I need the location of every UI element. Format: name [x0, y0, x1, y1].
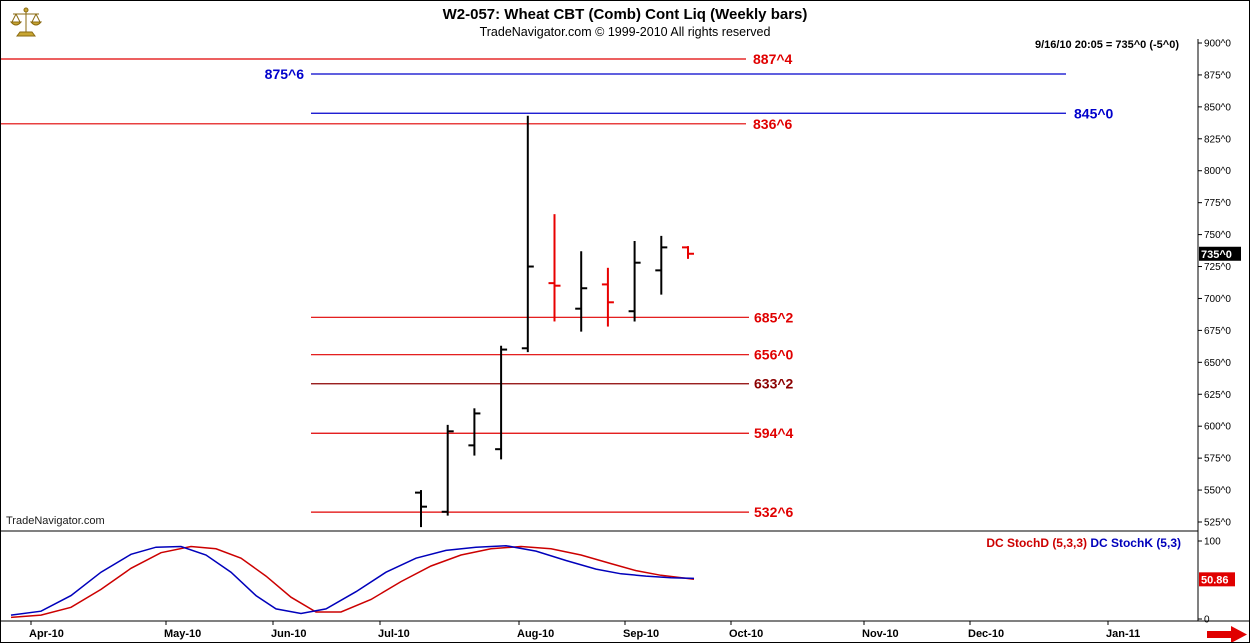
month-label-Aug-10: Aug-10 — [517, 628, 554, 640]
price-axis-label: 650^0 — [1204, 358, 1231, 369]
level-label-633^2: 633^2 — [754, 376, 794, 392]
price-axis-label: 825^0 — [1204, 134, 1231, 145]
month-label-Apr-10: Apr-10 — [29, 628, 64, 640]
last-quote-readout: 9/16/10 20:05 = 735^0 (-5^0) — [1034, 39, 1179, 51]
price-axis-label: 875^0 — [1204, 70, 1231, 81]
price-axis-label: 550^0 — [1204, 486, 1231, 497]
price-axis-label: 675^0 — [1204, 326, 1231, 337]
month-label-May-10: May-10 — [164, 628, 201, 640]
price-axis-label: 700^0 — [1204, 294, 1231, 305]
stoch-axis-label: 100 — [1204, 537, 1221, 548]
month-label-Jan-11: Jan-11 — [1106, 628, 1140, 640]
level-label-594^4: 594^4 — [754, 425, 794, 441]
level-label-875^6: 875^6 — [265, 66, 305, 82]
month-label-Sep-10: Sep-10 — [623, 628, 659, 640]
price-axis-label: 850^0 — [1204, 102, 1231, 113]
tradenavigator-logo-icon — [9, 5, 43, 39]
price-axis-label: 575^0 — [1204, 454, 1231, 465]
stoch-d-line — [10, 545, 695, 619]
stoch-value-badge — [1199, 572, 1235, 587]
month-label-Jul-10: Jul-10 — [378, 628, 410, 640]
price-axis-label: 775^0 — [1204, 198, 1231, 209]
price-axis-label: 625^0 — [1204, 390, 1231, 401]
month-label-Dec-10: Dec-10 — [968, 628, 1004, 640]
stoch-d-label: DC StochD (5,3,3) — [986, 536, 1087, 550]
watermark-text: TradeNavigator.com — [6, 515, 105, 527]
last-price-badge — [1199, 246, 1241, 261]
month-label-Oct-10: Oct-10 — [729, 628, 763, 640]
price-axis-label: 525^0 — [1204, 517, 1231, 528]
price-axis-label: 725^0 — [1204, 262, 1231, 273]
stoch-axis-label: 0 — [1204, 615, 1210, 626]
level-label-532^6: 532^6 — [754, 504, 794, 520]
scroll-forward-arrow-icon[interactable] — [1207, 626, 1247, 643]
price-axis-label: 750^0 — [1204, 230, 1231, 241]
price-axis-label: 600^0 — [1204, 422, 1231, 433]
level-label-685^2: 685^2 — [754, 309, 794, 325]
level-label-836^6: 836^6 — [753, 116, 793, 132]
level-label-887^4: 887^4 — [753, 51, 793, 67]
last-price-badge-text: 735^0 — [1201, 249, 1232, 261]
stoch-k-line — [10, 544, 695, 616]
chart-title: W2-057: Wheat CBT (Comb) Cont Liq (Weekl… — [442, 6, 808, 23]
price-axis-label: 900^0 — [1204, 39, 1231, 50]
price-axis-label: 800^0 — [1204, 166, 1231, 177]
scales-icon — [9, 7, 43, 37]
level-label-656^0: 656^0 — [754, 347, 794, 363]
stoch-value-badge-text: 50.86 — [1201, 574, 1229, 586]
stoch-k-label: DC StochK (5,3) — [1090, 536, 1181, 550]
level-label-845^0: 845^0 — [1074, 105, 1114, 121]
month-label-Nov-10: Nov-10 — [862, 628, 899, 640]
copyright-line: TradeNavigator.com © 1999-2010 All right… — [479, 25, 771, 39]
month-label-Jun-10: Jun-10 — [271, 628, 306, 640]
